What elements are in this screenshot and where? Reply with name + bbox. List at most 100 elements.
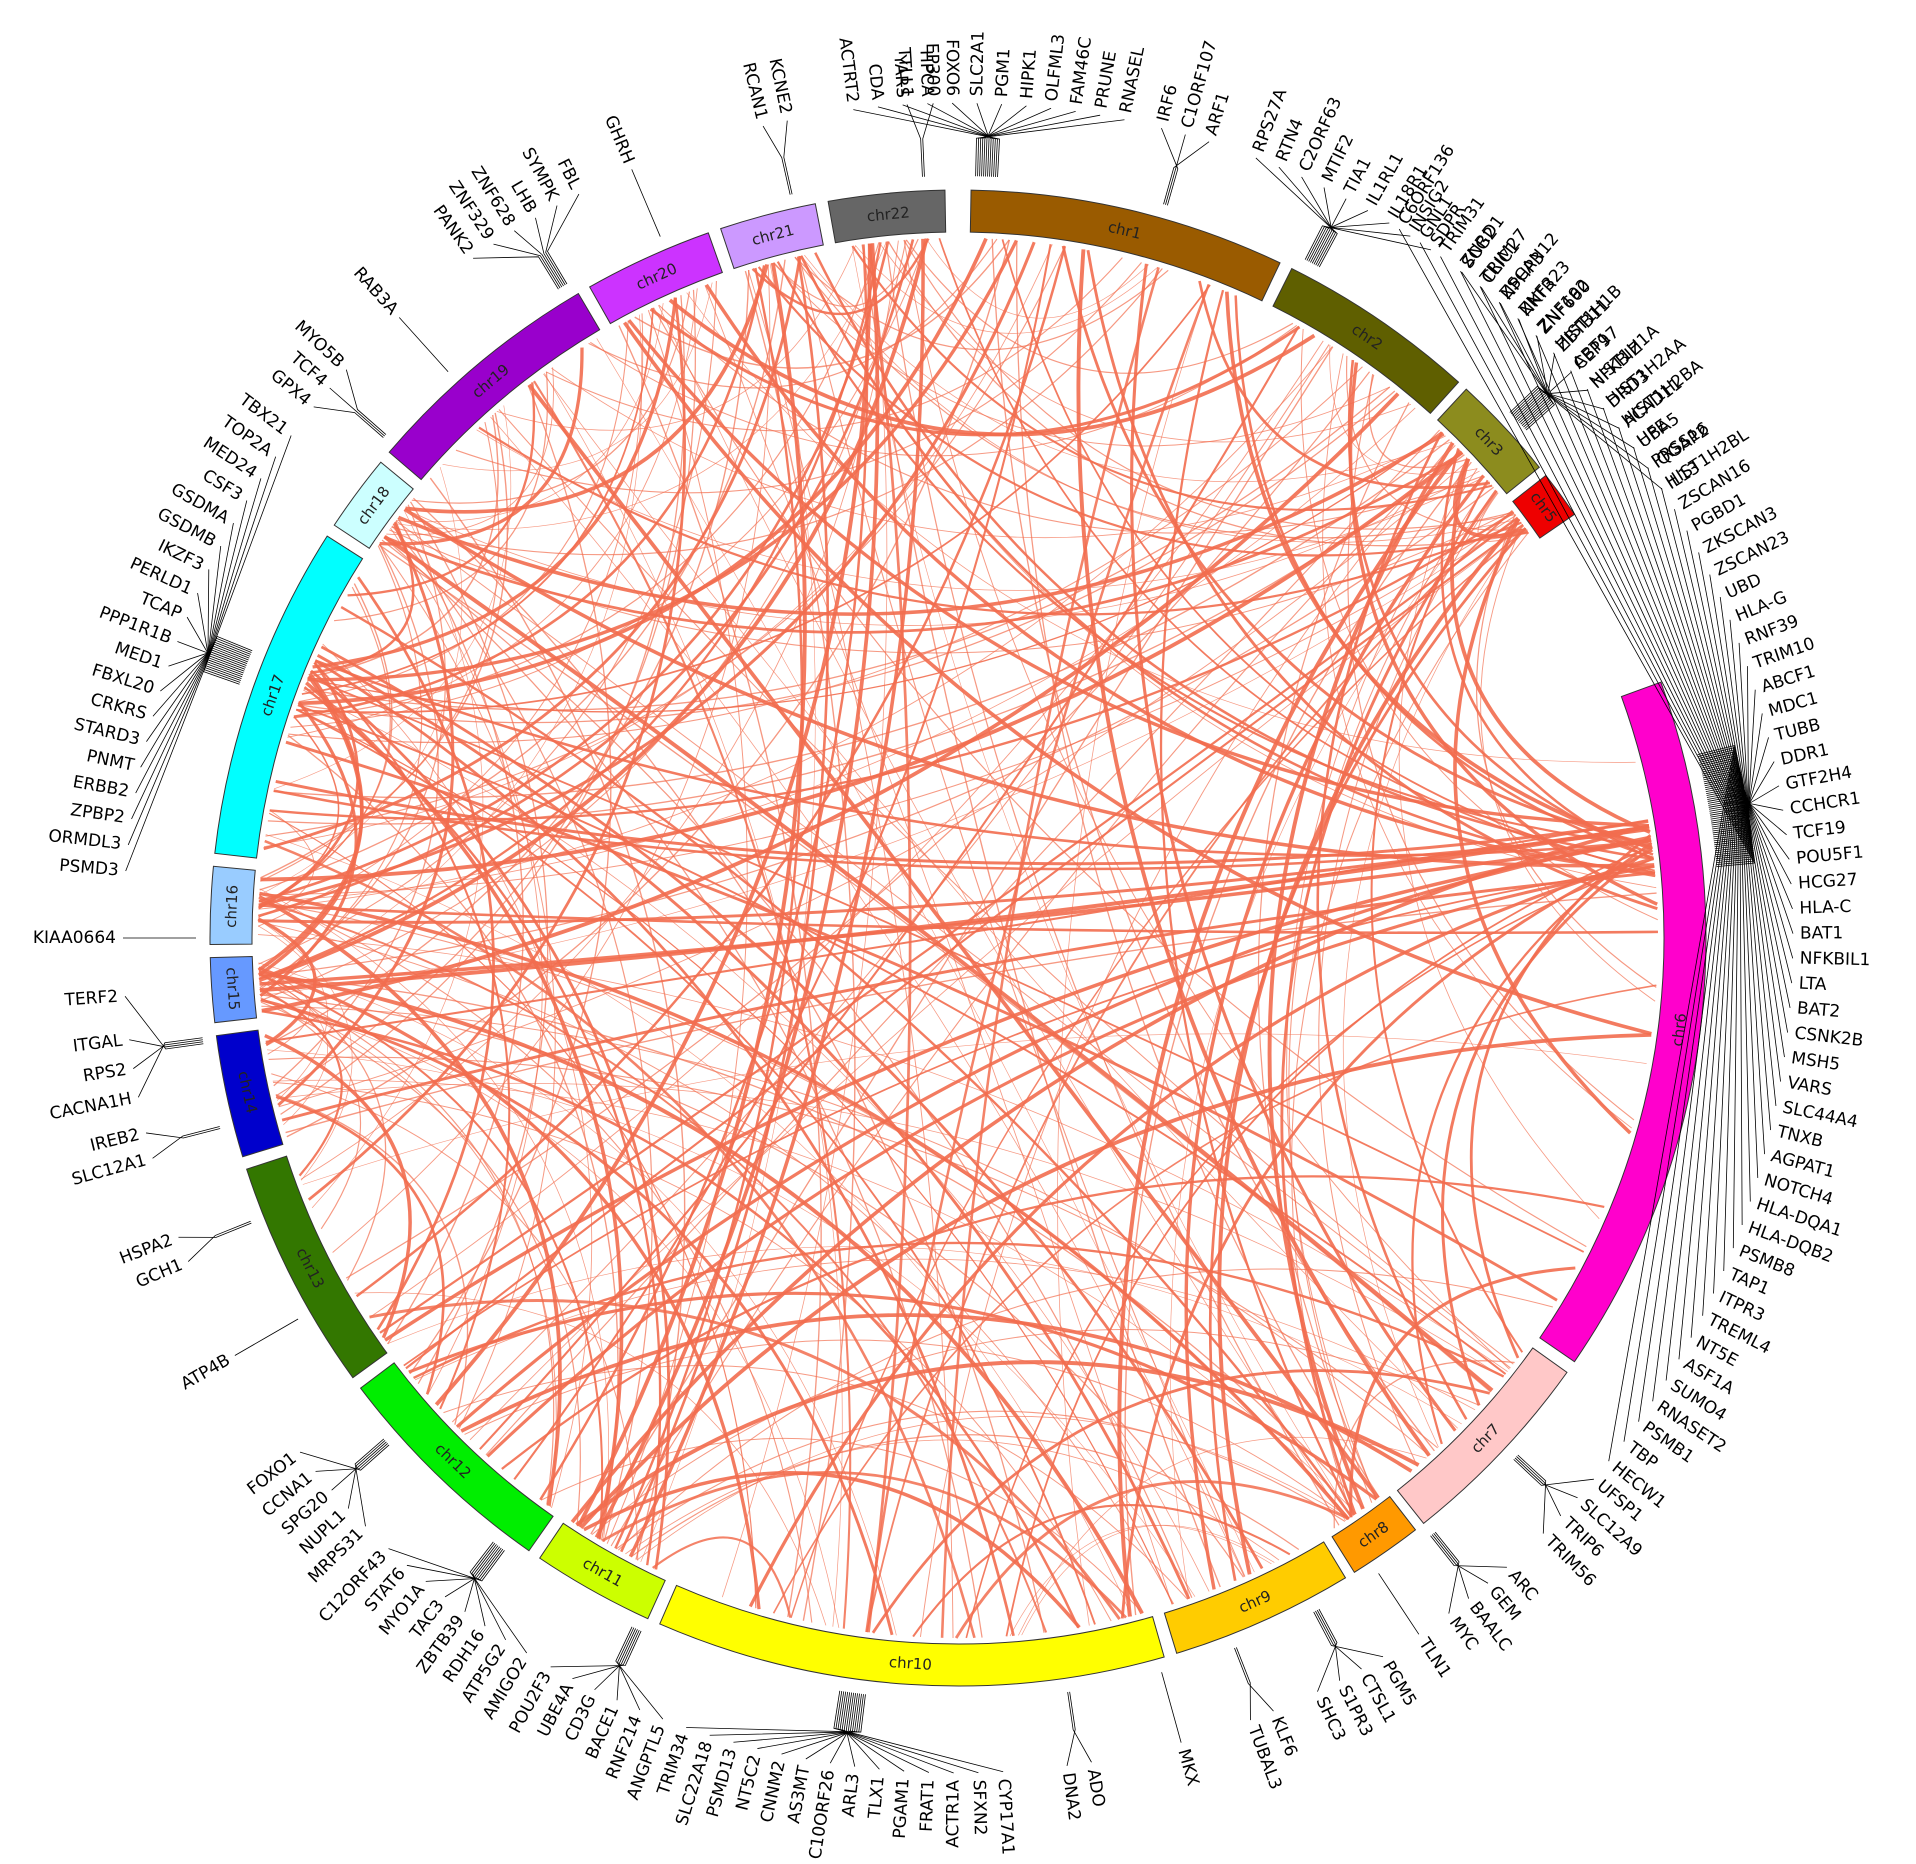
interaction-link <box>260 998 894 1636</box>
gene-leader-line <box>146 1128 221 1139</box>
interaction-link <box>405 523 1524 1370</box>
interaction-link <box>627 319 1649 828</box>
interaction-link <box>618 1268 1553 1551</box>
interaction-link <box>258 586 391 910</box>
gene-leader-line <box>631 169 661 237</box>
interaction-link <box>396 303 664 523</box>
gene-label: KIAA0664 <box>33 928 116 948</box>
interaction-link <box>590 346 1334 1535</box>
gene-leader-line <box>1460 270 1755 862</box>
interaction-link <box>258 346 1333 910</box>
interaction-link <box>266 1049 1196 1597</box>
interaction-link <box>259 314 643 993</box>
gene-label: TLN1 <box>1414 1634 1455 1682</box>
interaction-link <box>258 716 340 907</box>
interaction-link <box>260 518 1519 996</box>
gene-leader-line <box>1514 1457 1578 1499</box>
gene-label: HCG27 <box>1798 870 1859 894</box>
gene-leader-line <box>1553 352 1754 852</box>
gene-leader-line <box>425 1547 502 1582</box>
interaction-link <box>259 991 557 1508</box>
gene-leader-line <box>1512 388 1635 449</box>
gene-label: PGAM1 <box>890 1778 914 1840</box>
interaction-link <box>610 444 1456 1547</box>
chromosome-chr22 <box>827 189 947 244</box>
chromosome-chr1 <box>969 189 1281 302</box>
interaction-link <box>379 347 584 546</box>
chromosome-chr17 <box>214 535 364 859</box>
interaction-link <box>1348 362 1658 906</box>
interaction-link <box>615 1410 1346 1550</box>
chromosome-chr15 <box>209 955 258 1024</box>
gene-leader-line <box>843 1692 880 1770</box>
interaction-link <box>413 1241 1505 1380</box>
gene-leader-line <box>615 1626 664 1720</box>
chromosome-chr3 <box>1436 388 1541 495</box>
gene-leader-line <box>839 1691 930 1773</box>
interaction-link <box>258 900 1350 1519</box>
interaction-link <box>290 238 928 728</box>
interaction-link <box>801 255 1657 889</box>
chromosome-chr11 <box>539 1522 666 1620</box>
interaction-link <box>469 525 1525 1441</box>
interaction-link <box>259 980 555 1505</box>
interaction-link <box>285 892 1657 1134</box>
gene-leader-line <box>1304 225 1432 260</box>
gene-leader-line <box>1161 1672 1182 1743</box>
gene-leader-line <box>1315 1610 1362 1670</box>
interaction-link <box>261 392 1400 1013</box>
interaction-link <box>259 259 786 891</box>
gene-leader-line <box>1618 427 1753 844</box>
interaction-link <box>403 507 1655 868</box>
gene-leader-line <box>1518 319 1551 426</box>
interaction-link <box>258 974 1365 1509</box>
interaction-link <box>628 238 925 1558</box>
interaction-link <box>259 504 446 989</box>
interaction-link <box>591 1329 1480 1535</box>
gene-leader-line <box>1313 187 1333 265</box>
interaction-link <box>620 256 830 1553</box>
chromosome-chr21 <box>720 203 824 270</box>
gene-leader-line <box>733 1693 862 1743</box>
interaction-link <box>261 1005 1430 1456</box>
gene-leader-line <box>178 1222 252 1238</box>
gene-label: FAM46C <box>1067 36 1096 106</box>
gene-label: SLC12A1 <box>70 1151 149 1190</box>
gene-leader-line <box>125 635 253 872</box>
gene-label: RCAN1 <box>738 61 771 122</box>
interaction-link <box>409 501 549 1384</box>
gene-label: CYP17A1 <box>994 1778 1018 1855</box>
gene-label: CDA <box>864 63 887 101</box>
interaction-link <box>264 1034 412 1339</box>
gene-leader-line <box>757 1693 860 1749</box>
interaction-link <box>543 373 1458 1429</box>
interaction-link <box>919 443 1454 1638</box>
gene-leader-line <box>444 1546 501 1598</box>
gene-leader-line <box>133 1039 203 1069</box>
gene-leader-line <box>845 1692 856 1767</box>
gene-leader-line <box>1703 771 1759 1178</box>
interaction-link <box>347 382 536 597</box>
chromosome-chr14 <box>215 1029 284 1158</box>
gene-leader-line <box>1702 765 1740 1249</box>
gene-leader-line <box>976 103 990 177</box>
gene-label: HLA-C <box>1799 897 1852 919</box>
interaction-link <box>1288 481 1490 1503</box>
chromosome-chr16 <box>209 865 256 946</box>
gene-leader-line <box>1703 773 1765 1155</box>
gene-label: RAB3A <box>349 263 402 319</box>
gene-leader-line <box>398 317 449 372</box>
interaction-link <box>1208 527 1527 1582</box>
interaction-link <box>551 367 1446 539</box>
interaction-link <box>303 386 1391 711</box>
interaction-link <box>411 291 691 504</box>
interaction-link <box>1300 328 1658 921</box>
interaction-link <box>772 262 1390 447</box>
interaction-link <box>390 527 543 1396</box>
chromosome-label: chr10 <box>888 1653 932 1674</box>
gene-leader-line <box>1313 1611 1384 1658</box>
gene-label: PNMT <box>85 746 137 776</box>
interaction-link <box>636 1415 1350 1561</box>
gene-leader-line <box>550 1630 642 1668</box>
interaction-link <box>293 242 880 719</box>
